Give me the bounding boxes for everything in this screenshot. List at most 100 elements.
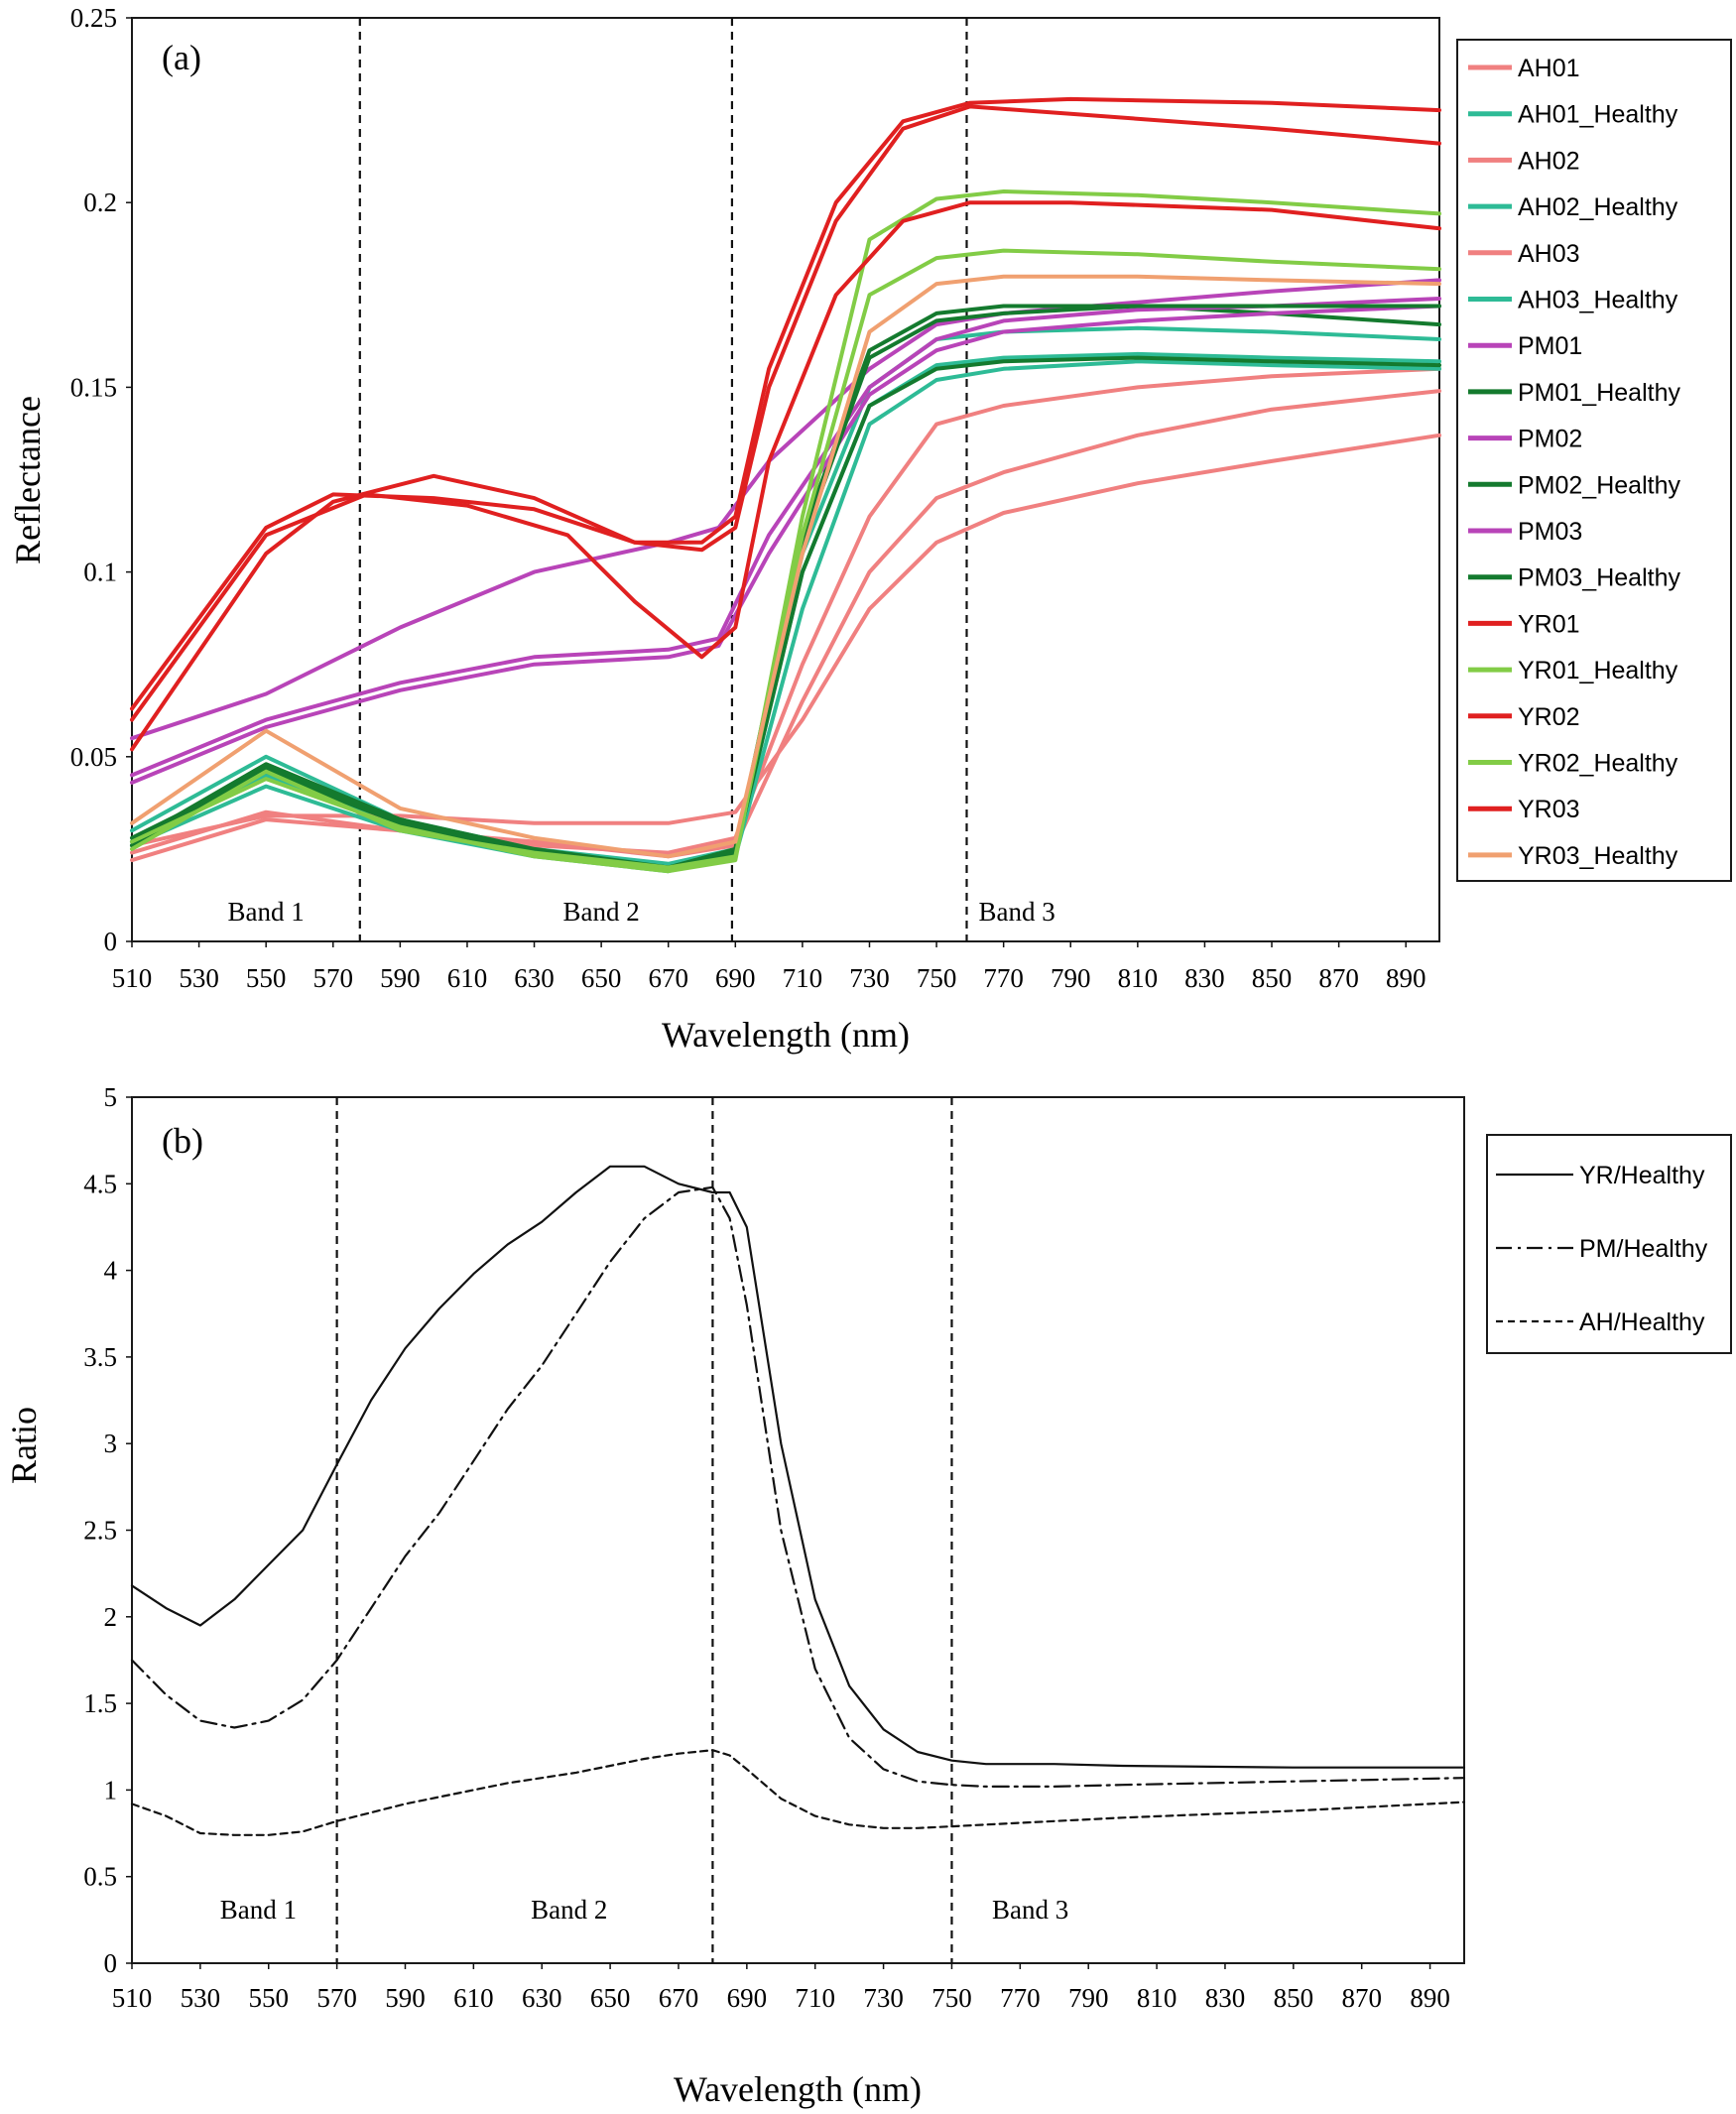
x-tick-label: 570 <box>313 963 354 993</box>
x-tick-label: 770 <box>983 963 1024 993</box>
panel-a-legend-box <box>1456 39 1732 882</box>
x-tick-label: 510 <box>112 963 153 993</box>
x-tick-label: 590 <box>385 1983 426 2013</box>
series-line-yr01-healthy <box>130 248 1441 870</box>
y-tick-label: 3.5 <box>83 1342 117 1372</box>
x-tick-label: 670 <box>648 963 688 993</box>
x-tick-label: 650 <box>590 1983 631 2013</box>
legend-entry-label: AH03_Healthy <box>1518 287 1678 314</box>
x-tick-label: 730 <box>849 963 890 993</box>
x-tick-label: 570 <box>316 1983 357 2013</box>
panel-b-y-ticks: 0 0.5 1 1.5 2 2.5 3 3.5 4 4.5 5 <box>83 1082 132 1978</box>
panel-b-band-labels: Band 1 Band 2 Band 3 <box>220 1895 1069 1925</box>
panel-a-y-ticks: 0 0.05 0.1 0.15 0.2 0.25 <box>70 3 132 956</box>
panel-a-label: (a) <box>162 38 201 77</box>
y-tick-label: 1.5 <box>83 1688 117 1718</box>
panel-a-plot-area <box>131 17 1440 942</box>
panel-b-legend-box <box>1486 1134 1732 1354</box>
legend-entry-label: AH03 <box>1518 240 1580 268</box>
panel-a-series-group <box>130 96 1441 874</box>
x-tick-label: 510 <box>112 1983 153 2013</box>
y-tick-label: 2 <box>104 1602 118 1632</box>
y-tick-label: 4 <box>104 1256 118 1286</box>
y-tick-label: 0.05 <box>70 742 117 772</box>
x-tick-label: 770 <box>1000 1983 1041 2013</box>
x-tick-label: 810 <box>1118 963 1159 993</box>
series-line-pm-healthy <box>130 1185 1466 1789</box>
series-line-pm02-healthy <box>130 355 1441 870</box>
y-tick-label: 0.2 <box>83 187 117 217</box>
y-tick-label: 2.5 <box>83 1516 117 1546</box>
band-label-1: Band 1 <box>228 897 305 927</box>
band-label-2: Band 2 <box>563 897 640 927</box>
legend-entry-label: AH01 <box>1518 55 1580 82</box>
x-tick-label: 610 <box>453 1983 494 2013</box>
x-tick-label: 630 <box>522 1983 562 2013</box>
panel-b-plot-area <box>131 1096 1465 1964</box>
y-tick-label: 3 <box>104 1429 118 1458</box>
panel-a-x-ticks: 510 530 550 570 590 610 630 650 670 690 710 730 750 7… <box>112 941 1426 993</box>
panel-a-xlabel: Wavelength (nm) <box>662 1015 910 1055</box>
x-tick-label: 530 <box>181 1983 221 2013</box>
legend-entry-label: AH02 <box>1518 147 1580 175</box>
x-tick-label: 830 <box>1184 963 1225 993</box>
legend-entry-label: YR01 <box>1518 610 1580 638</box>
panel-a-reflectance-chart: 0 0.05 0.1 0.15 0.2 0.25 510 530 550 570 590 610 63… <box>8 3 1732 1055</box>
series-line-yr02-healthy <box>130 189 1441 874</box>
legend-entry-label: YR03_Healthy <box>1518 842 1678 870</box>
x-tick-label: 610 <box>447 963 488 993</box>
legend-entry-label: YR01_Healthy <box>1518 657 1678 684</box>
band-label-3: Band 3 <box>992 1895 1068 1925</box>
x-tick-label: 550 <box>248 1983 289 2013</box>
series-line-pm03 <box>130 304 1441 785</box>
panel-a-legend: AH01 AH01_Healthy AH02 AH02_Healthy AH03 AH03… <box>1468 55 1680 870</box>
x-tick-label: 870 <box>1318 963 1359 993</box>
x-tick-label: 710 <box>783 963 823 993</box>
series-line-yr03-healthy <box>130 274 1441 859</box>
band-label-3: Band 3 <box>979 897 1055 927</box>
x-tick-label: 550 <box>246 963 287 993</box>
x-tick-label: 670 <box>659 1983 699 2013</box>
legend-entry-label: PM02_Healthy <box>1518 471 1680 499</box>
legend-entry-label: PM03 <box>1518 518 1582 546</box>
series-line-ah03 <box>130 433 1441 848</box>
legend-entry-label: YR03 <box>1518 796 1580 823</box>
x-tick-label: 530 <box>179 963 219 993</box>
y-tick-label: 0 <box>104 1948 118 1978</box>
y-tick-label: 0 <box>104 927 118 956</box>
legend-entry-label: PM01 <box>1518 332 1582 360</box>
legend-entry-label: AH01_Healthy <box>1518 101 1678 129</box>
legend-entry-label: PM03_Healthy <box>1518 564 1680 592</box>
x-tick-label: 690 <box>715 963 756 993</box>
legend-entry-label: YR02 <box>1518 703 1580 731</box>
series-line-pm02 <box>130 297 1441 778</box>
x-tick-label: 850 <box>1252 963 1293 993</box>
band-label-2: Band 2 <box>531 1895 607 1925</box>
panel-b-band-lines <box>335 1097 953 1963</box>
x-tick-label: 650 <box>581 963 622 993</box>
y-tick-label: 0.15 <box>70 372 117 402</box>
x-tick-label: 890 <box>1410 1983 1450 2013</box>
panel-b-label: (b) <box>162 1121 203 1161</box>
x-tick-label: 830 <box>1205 1983 1246 2013</box>
panel-b-legend: YR/Healthy PM/Healthy AH/Healthy <box>1496 1162 1708 1336</box>
panel-a-band-labels: Band 1 Band 2 Band 3 <box>228 897 1055 927</box>
panel-b-series-group <box>130 1165 1466 1836</box>
legend-entry-label: PM01_Healthy <box>1518 379 1680 407</box>
legend-entry-label: YR/Healthy <box>1579 1162 1705 1189</box>
series-line-yr03 <box>130 200 1441 722</box>
panel-a-band-lines <box>358 18 968 941</box>
y-tick-label: 0.25 <box>70 3 117 33</box>
x-tick-label: 870 <box>1341 1983 1382 2013</box>
x-tick-label: 810 <box>1137 1983 1178 2013</box>
x-tick-label: 750 <box>931 1983 972 2013</box>
panel-b-ylabel: Ratio <box>4 1407 44 1484</box>
x-tick-label: 630 <box>514 963 555 993</box>
x-tick-label: 790 <box>1068 1983 1109 2013</box>
panel-b-x-ticks: 510 530 550 570 590 610 630 650 670 690 710 730 750 7… <box>112 1963 1450 2013</box>
legend-entry-label: PM/Healthy <box>1579 1235 1708 1263</box>
panel-b-xlabel: Wavelength (nm) <box>674 2069 922 2109</box>
series-line-ah-healthy <box>130 1749 1466 1836</box>
x-tick-label: 850 <box>1274 1983 1314 2013</box>
